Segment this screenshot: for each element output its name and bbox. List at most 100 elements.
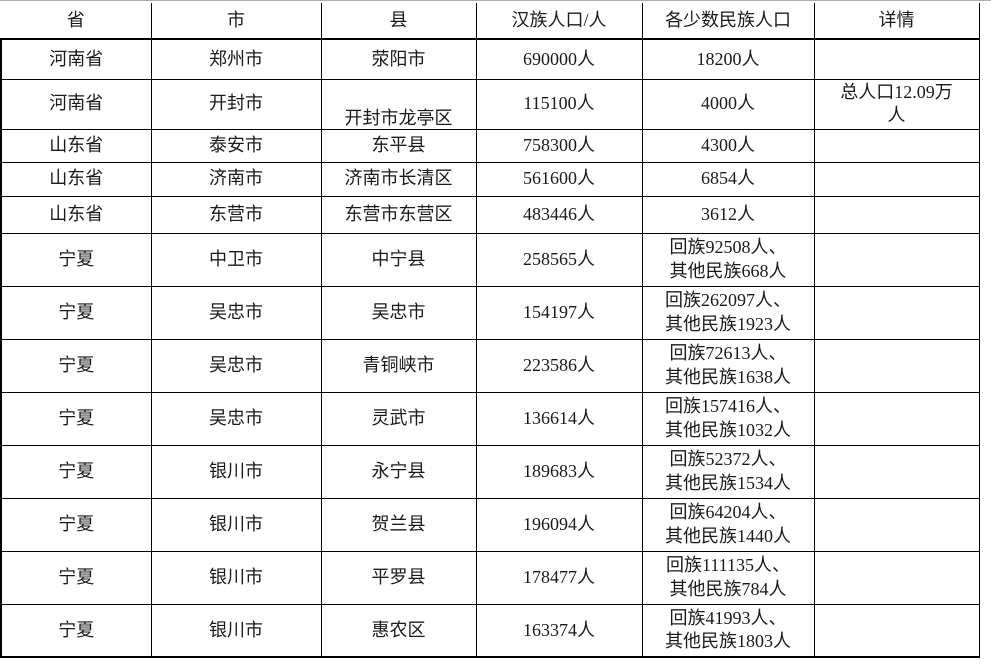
table-cell-county: 荥阳市 xyxy=(320,38,477,80)
header-row: 省市县汉族人口/人 各少数民族人口 详情 xyxy=(1,3,980,40)
table-cell-county: 平罗县 xyxy=(320,550,477,605)
table-cell-minority-population: 回族157416人、 其他民族1032人 xyxy=(641,391,815,446)
header-cell-city: 市 xyxy=(150,3,322,40)
table-cell-province: 宁夏 xyxy=(0,603,152,658)
table-cell-city: 吴忠市 xyxy=(150,285,322,340)
table-row: 河南省 开封市 开封市龙亭区 115100人 4000人 总人口12.09万 人 xyxy=(0,78,980,130)
table-cell-province: 山东省 xyxy=(0,161,152,197)
table-row: 宁夏 中卫市 中宁县 258565人 回族92508人、 其他民族668人 xyxy=(0,232,980,287)
table-cell-county: 吴忠市 xyxy=(320,285,477,340)
table-cell-city: 吴忠市 xyxy=(150,338,322,393)
top-edge-line xyxy=(0,0,991,1)
table-cell-minority-population: 回族92508人、 其他民族668人 xyxy=(641,232,815,287)
table-cell-minority-population: 4300人 xyxy=(641,128,815,163)
table-row: 宁夏 吴忠市 灵武市 136614人 回族157416人、 其他民族1032人 xyxy=(0,391,980,446)
table-cell-county: 灵武市 xyxy=(320,391,477,446)
table-cell-province: 宁夏 xyxy=(0,391,152,446)
table-cell-county: 开封市龙亭区 xyxy=(320,78,477,130)
table-cell-province: 山东省 xyxy=(0,128,152,163)
table-row: 河南省 郑州市 荥阳市 690000人 18200人 xyxy=(0,38,980,80)
table-cell-han-population: 154197人 xyxy=(475,285,643,340)
table-cell-county: 惠农区 xyxy=(320,603,477,658)
table-cell-han-population: 483446人 xyxy=(475,195,643,234)
table-cell-details xyxy=(813,603,980,658)
table-cell-minority-population: 回族64204人、 其他民族1440人 xyxy=(641,497,815,552)
table-row: 宁夏 银川市 平罗县 178477人 回族111135人、 其他民族784人 xyxy=(0,550,980,605)
table-cell-han-population: 223586人 xyxy=(475,338,643,393)
table-cell-han-population: 196094人 xyxy=(475,497,643,552)
table-cell-details xyxy=(813,497,980,552)
table-cell-province: 宁夏 xyxy=(0,285,152,340)
table-cell-minority-population: 回族111135人、 其他民族784人 xyxy=(641,550,815,605)
table-cell-han-population: 189683人 xyxy=(475,444,643,499)
table-cell-city: 中卫市 xyxy=(150,232,322,287)
table-row: 山东省 泰安市 东平县 758300人 4300人 xyxy=(0,128,980,163)
table-cell-county: 中宁县 xyxy=(320,232,477,287)
table-cell-city: 郑州市 xyxy=(150,38,322,80)
table-row: 山东省 东营市 东营市东营区 483446人 3612人 xyxy=(0,195,980,234)
table-cell-county: 东平县 xyxy=(320,128,477,163)
table-cell-city: 银川市 xyxy=(150,603,322,658)
table-cell-details xyxy=(813,338,980,393)
table-cell-details xyxy=(813,285,980,340)
header-cell-han-population: 汉族人口/人 xyxy=(475,3,643,40)
table-cell-details xyxy=(813,232,980,287)
table-cell-minority-population: 回族41993人、 其他民族1803人 xyxy=(641,603,815,658)
header-cell-province: 省 xyxy=(1,3,152,40)
table-cell-han-population: 690000人 xyxy=(475,38,643,80)
table-cell-minority-population: 6854人 xyxy=(641,161,815,197)
table-row: 宁夏 银川市 永宁县 189683人 回族52372人、 其他民族1534人 xyxy=(0,444,980,499)
table-cell-city: 泰安市 xyxy=(150,128,322,163)
table-cell-city: 开封市 xyxy=(150,78,322,130)
header-cell-details: 详情 xyxy=(813,3,980,40)
table-cell-han-population: 163374人 xyxy=(475,603,643,658)
table-cell-minority-population: 回族262097人、 其他民族1923人 xyxy=(641,285,815,340)
table-cell-province: 山东省 xyxy=(0,195,152,234)
table-cell-han-population: 136614人 xyxy=(475,391,643,446)
table-cell-minority-population: 回族72613人、 其他民族1638人 xyxy=(641,338,815,393)
table-cell-details xyxy=(813,391,980,446)
table-row: 山东省 济南市 济南市长清区 561600人 6854人 xyxy=(0,161,980,197)
table-header: 省市县汉族人口/人 各少数民族人口 详情 xyxy=(1,3,980,40)
table-cell-province: 河南省 xyxy=(0,78,152,130)
table-cell-county: 贺兰县 xyxy=(320,497,477,552)
table-cell-county: 济南市长清区 xyxy=(320,161,477,197)
table-row: 宁夏 吴忠市 青铜峡市 223586人 回族72613人、 其他民族1638人 xyxy=(0,338,980,393)
table-cell-han-population: 178477人 xyxy=(475,550,643,605)
table-cell-details: 总人口12.09万 人 xyxy=(813,78,980,130)
table-cell-details xyxy=(813,195,980,234)
table-body: 河南省 郑州市 荥阳市 690000人 18200人 河南省 开封市 开封市龙亭区 115100… xyxy=(0,38,980,658)
table-row: 宁夏 吴忠市 吴忠市 154197人 回族262097人、 其他民族1923人 xyxy=(0,285,980,340)
table-cell-province: 宁夏 xyxy=(0,338,152,393)
table-cell-minority-population: 18200人 xyxy=(641,38,815,80)
table-cell-county: 永宁县 xyxy=(320,444,477,499)
header-cell-county: 县 xyxy=(320,3,477,40)
table-cell-minority-population: 3612人 xyxy=(641,195,815,234)
table-cell-city: 吴忠市 xyxy=(150,391,322,446)
table-cell-county: 青铜峡市 xyxy=(320,338,477,393)
table-cell-province: 河南省 xyxy=(0,38,152,80)
table-cell-han-population: 758300人 xyxy=(475,128,643,163)
table-row: 宁夏 银川市 贺兰县 196094人 回族64204人、 其他民族1440人 xyxy=(0,497,980,552)
table-cell-city: 银川市 xyxy=(150,550,322,605)
table-cell-details xyxy=(813,161,980,197)
table-cell-province: 宁夏 xyxy=(0,497,152,552)
table-cell-city: 东营市 xyxy=(150,195,322,234)
table-cell-details xyxy=(813,128,980,163)
population-table: 省市县汉族人口/人 各少数民族人口 详情 河南省 郑州市 荥阳市 690000人 18200… xyxy=(0,3,980,658)
table-cell-province: 宁夏 xyxy=(0,444,152,499)
table-cell-han-population: 561600人 xyxy=(475,161,643,197)
table-cell-city: 银川市 xyxy=(150,444,322,499)
table-cell-minority-population: 回族52372人、 其他民族1534人 xyxy=(641,444,815,499)
table-cell-county: 东营市东营区 xyxy=(320,195,477,234)
table-row: 宁夏 银川市 惠农区 163374人 回族41993人、 其他民族1803人 xyxy=(0,603,980,658)
table-cell-details xyxy=(813,38,980,80)
header-cell-minority-population: 各少数民族人口 xyxy=(641,3,815,40)
table-cell-han-population: 258565人 xyxy=(475,232,643,287)
table-cell-city: 银川市 xyxy=(150,497,322,552)
table-cell-details xyxy=(813,550,980,605)
table-cell-han-population: 115100人 xyxy=(475,78,643,130)
table-cell-province: 宁夏 xyxy=(0,550,152,605)
table-cell-province: 宁夏 xyxy=(0,232,152,287)
